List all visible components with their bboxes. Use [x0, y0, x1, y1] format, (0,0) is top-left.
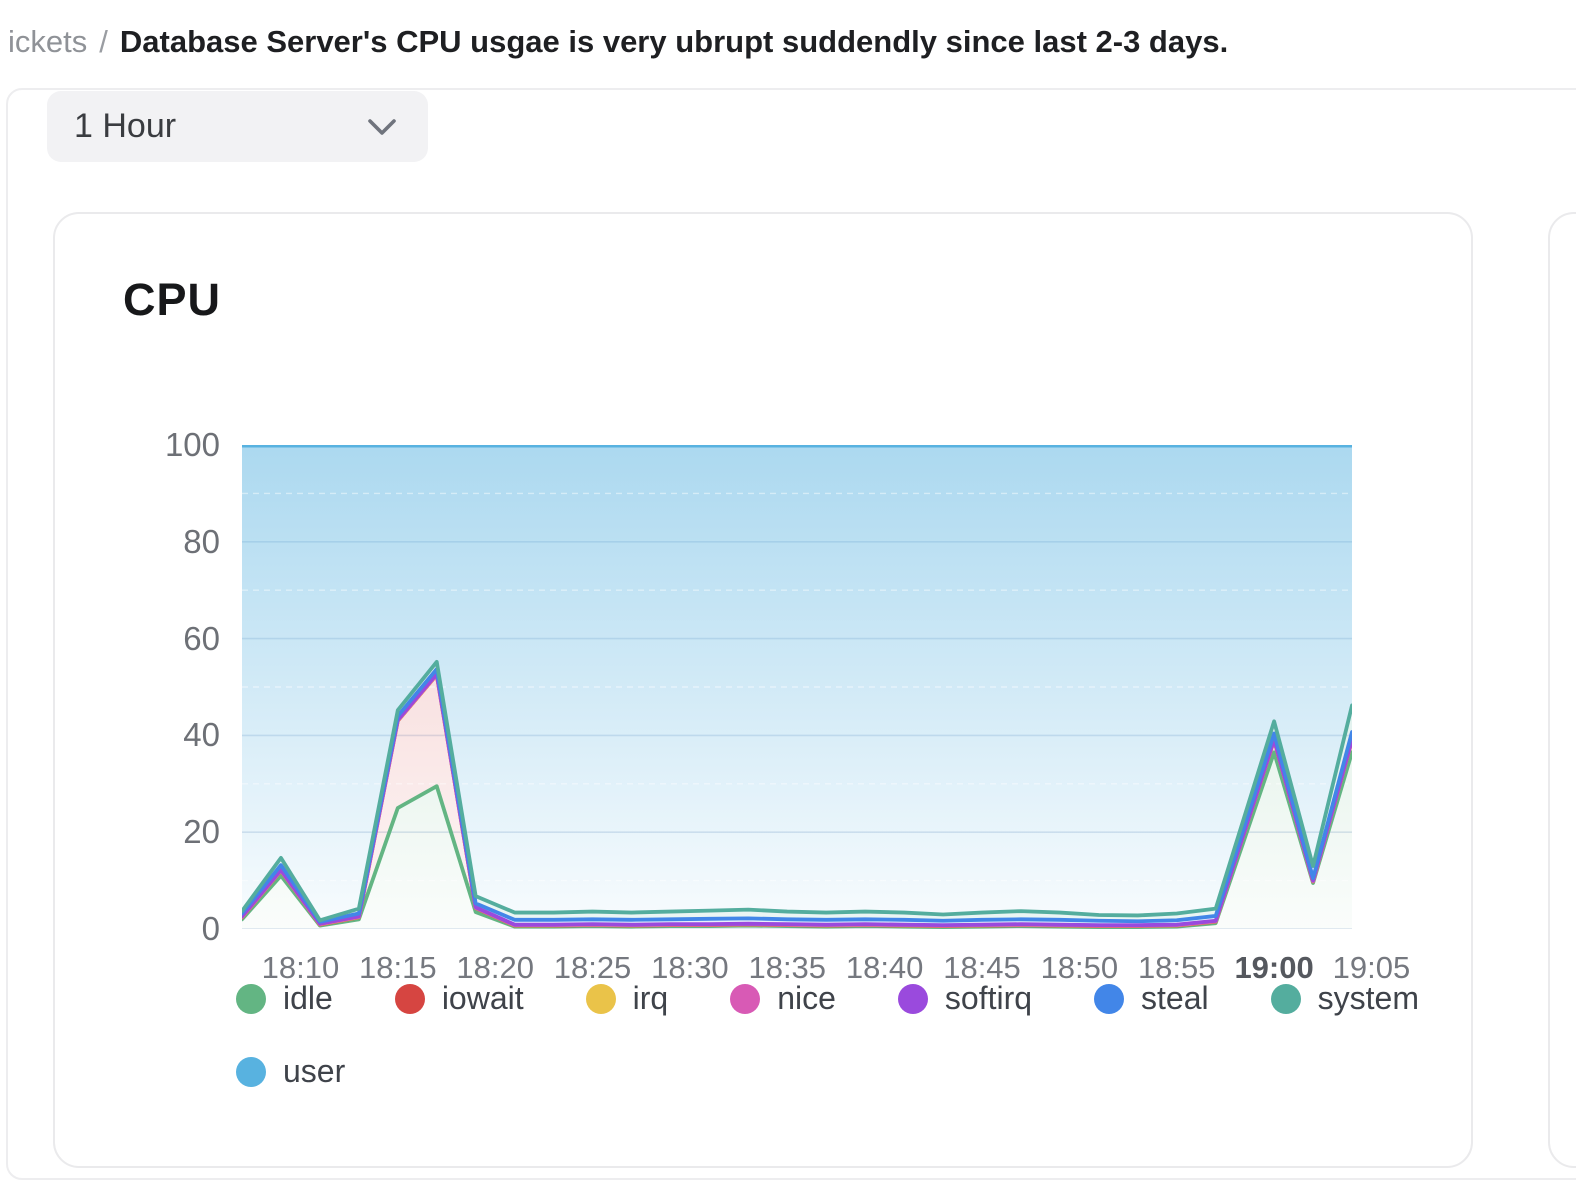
cpu-stacked-area-plot — [242, 445, 1352, 929]
line-system — [242, 659, 1352, 923]
y-tick-label-0: 0 — [201, 910, 220, 947]
legend-dot-softirq — [897, 983, 928, 1014]
legend-item-user[interactable]: user — [236, 1053, 345, 1090]
legend-label-idle: idle — [283, 980, 333, 1016]
area-idle — [242, 752, 1352, 929]
chevron-down-icon — [366, 117, 398, 137]
line-steal — [242, 667, 1352, 924]
legend-label-system: system — [1317, 980, 1419, 1016]
x-tick-label-18:35: 18:35 — [748, 950, 827, 985]
x-tick-label-18:20: 18:20 — [456, 950, 534, 985]
y-tick-label-20: 20 — [183, 813, 220, 851]
page-title: Database Server's CPU usgae is very ubru… — [119, 24, 1229, 59]
legend-item-steal[interactable]: steal — [1094, 980, 1209, 1017]
legend-label-nice: nice — [777, 980, 836, 1016]
legend-dot-idle — [236, 983, 266, 1014]
y-tick-label-60: 60 — [183, 619, 220, 657]
legend-dot-steal — [1094, 983, 1125, 1014]
x-tick-label-18:30: 18:30 — [651, 950, 729, 985]
x-tick-label-18:15: 18:15 — [358, 950, 437, 985]
time-range-value: 1 Hour — [74, 107, 177, 145]
x-tick-label-18:25: 18:25 — [553, 950, 632, 985]
next-chart-card-partial — [1548, 212, 1576, 1168]
legend-label-user: user — [283, 1053, 346, 1089]
legend-label-softirq: softirq — [944, 980, 1033, 1016]
y-tick-label-100: 100 — [164, 426, 220, 463]
x-tick-label-18:50: 18:50 — [1040, 950, 1119, 985]
legend-item-system[interactable]: system — [1270, 980, 1419, 1017]
legend-dot-system — [1270, 983, 1301, 1014]
breadcrumb: ickets / Database Server's CPU usgae is ve… — [8, 22, 1228, 62]
x-tick-label-18:45: 18:45 — [943, 950, 1021, 985]
plot-canvas — [242, 445, 1352, 929]
area-user — [242, 445, 1352, 921]
y-tick-label-80: 80 — [183, 522, 220, 560]
legend-dot-user — [236, 1056, 266, 1087]
legend-label-iowait: iowait — [441, 980, 524, 1016]
legend-item-nice[interactable]: nice — [730, 980, 836, 1017]
x-tick-label-19:00: 19:00 — [1234, 950, 1314, 985]
legend-label-irq: irq — [632, 980, 669, 1016]
legend-dot-iowait — [394, 983, 425, 1014]
time-range-select[interactable]: 1 Hour — [47, 91, 428, 162]
x-tick-label-19:05: 19:05 — [1332, 950, 1411, 985]
legend-item-iowait[interactable]: iowait — [394, 980, 524, 1017]
x-tick-label-18:40: 18:40 — [845, 950, 924, 985]
breadcrumb-section-link[interactable]: ickets — [8, 24, 88, 59]
legend-dot-irq — [585, 983, 616, 1014]
legend-dot-nice — [730, 983, 761, 1014]
chart-legend: idle iowait irq nice softirq steal system user — [236, 980, 1491, 1090]
chart-title: CPU — [123, 274, 222, 325]
legend-item-idle[interactable]: idle — [236, 980, 333, 1017]
legend-label-steal: steal — [1141, 980, 1209, 1016]
breadcrumb-separator: / — [99, 24, 108, 59]
legend-item-irq[interactable]: irq — [585, 980, 669, 1017]
line-softirq — [242, 672, 1352, 928]
x-tick-label-18:55: 18:55 — [1137, 950, 1216, 985]
legend-item-softirq[interactable]: softirq — [897, 980, 1033, 1017]
y-tick-label-40: 40 — [183, 716, 220, 754]
x-tick-label-18:10: 18:10 — [261, 950, 340, 985]
